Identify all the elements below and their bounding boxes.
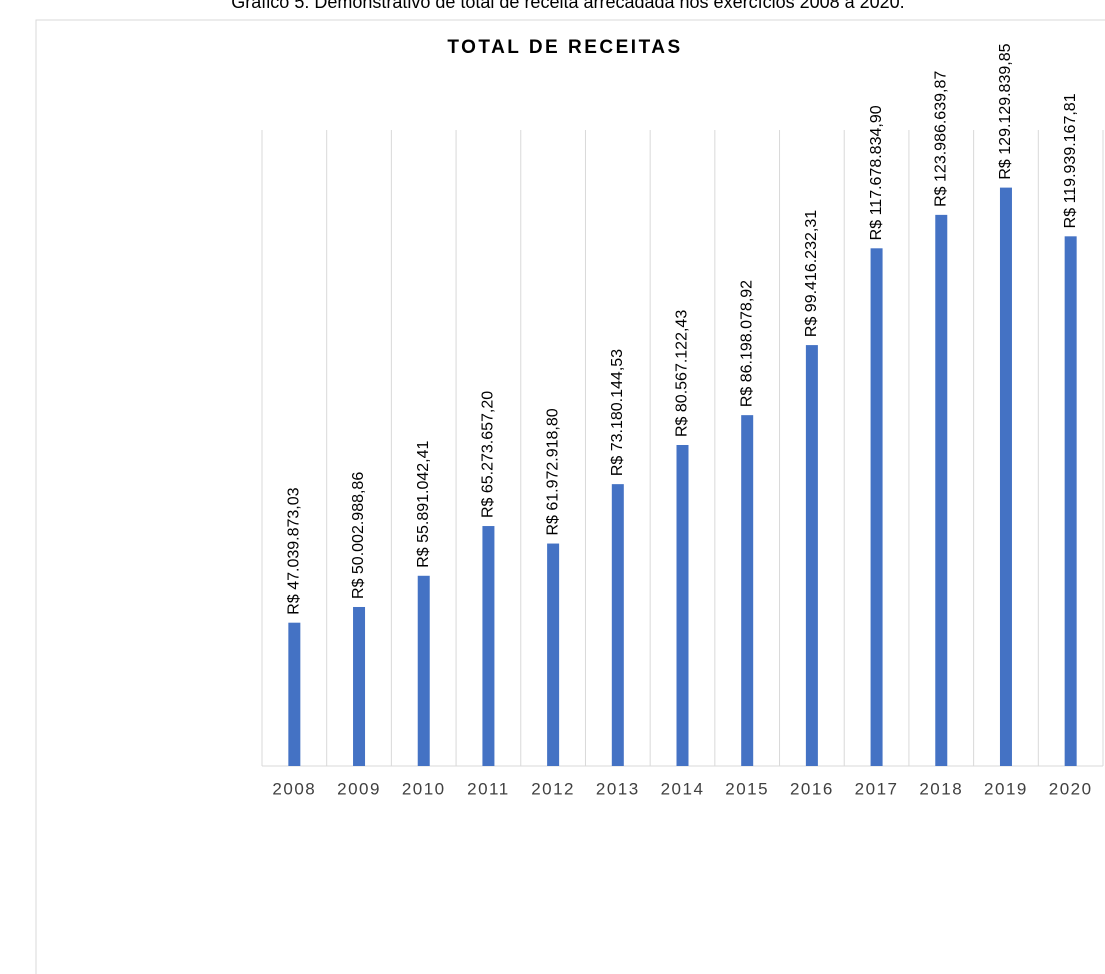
x-tick-label: 2010 <box>402 779 446 798</box>
data-label: R$ 117.678.834,90 <box>868 105 885 240</box>
x-tick-label: 2018 <box>919 779 963 798</box>
data-label: R$ 80.567.122,43 <box>674 310 691 437</box>
bar <box>288 622 301 766</box>
x-tick-label: 2012 <box>531 779 575 798</box>
data-label: R$ 61.972.918,80 <box>544 408 561 535</box>
data-label: R$ 50.002.988,86 <box>350 472 367 599</box>
data-label: R$ 65.273.657,20 <box>480 391 497 518</box>
data-label: R$ 119.939.167,81 <box>1062 93 1079 228</box>
bar <box>741 415 754 766</box>
bar <box>611 484 624 766</box>
x-tick-label: 2016 <box>790 779 834 798</box>
data-label: R$ 129.129.839,85 <box>997 43 1014 179</box>
bar <box>547 543 560 766</box>
x-tick-label: 2011 <box>467 779 510 798</box>
x-tick-label: 2019 <box>984 779 1028 798</box>
x-tick-label: 2008 <box>272 779 316 798</box>
x-tick-label: 2017 <box>855 779 899 798</box>
x-tick-label: 2009 <box>337 779 381 798</box>
bar <box>870 248 883 766</box>
chart-caption: Gráfico 5: Demonstrativo de total de rec… <box>231 0 904 12</box>
bar <box>482 526 495 766</box>
x-tick-label: 2020 <box>1049 779 1093 798</box>
bar <box>999 187 1012 767</box>
data-label: R$ 47.039.873,03 <box>286 487 303 614</box>
chart-border <box>35 19 1105 974</box>
x-tick-label: 2014 <box>661 779 705 798</box>
data-label: R$ 86.198.078,92 <box>738 280 755 407</box>
bar <box>1064 236 1077 767</box>
bar <box>935 214 948 767</box>
bar <box>805 345 818 766</box>
x-tick-label: 2015 <box>725 779 769 798</box>
chart-title: TOTAL DE RECEITAS <box>447 37 682 58</box>
bar <box>353 606 366 766</box>
data-label: R$ 123.986.639,87 <box>932 71 949 207</box>
data-label: R$ 55.891.042,41 <box>415 440 432 567</box>
x-tick-label: 2013 <box>596 779 640 798</box>
bar <box>676 444 689 766</box>
data-label: R$ 73.180.144,53 <box>609 349 626 476</box>
data-label: R$ 99.416.232,31 <box>803 210 820 337</box>
bar <box>417 575 430 766</box>
